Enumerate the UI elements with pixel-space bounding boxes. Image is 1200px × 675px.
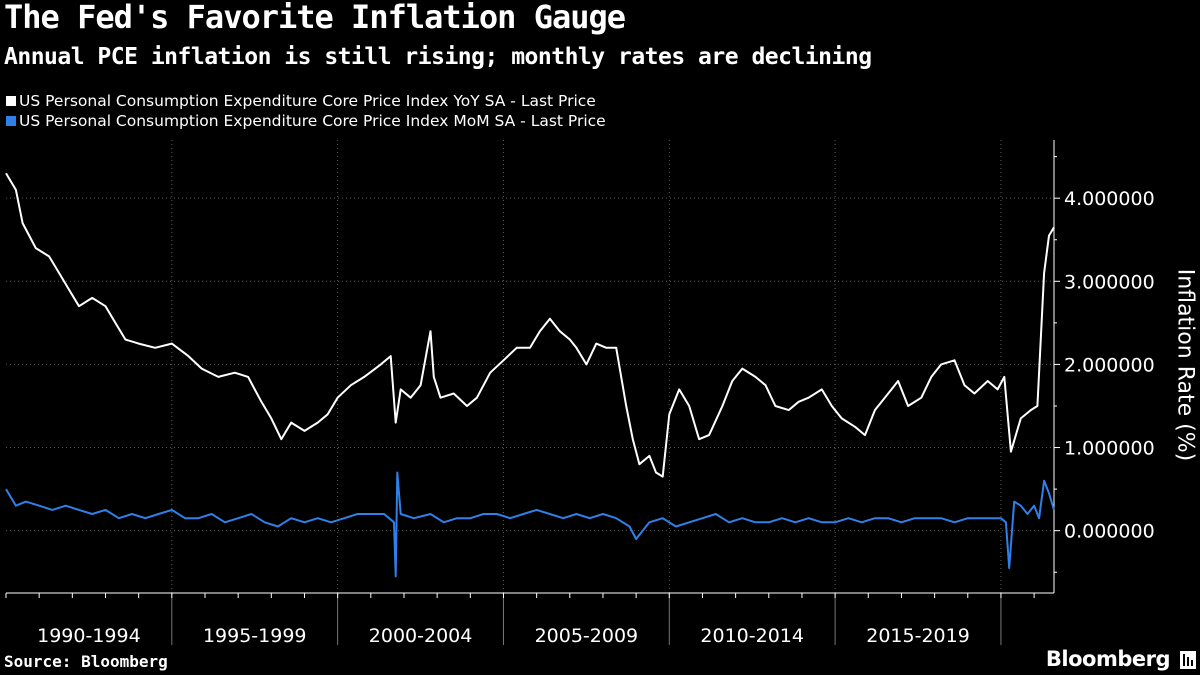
series-line-mom bbox=[5, 471, 1055, 578]
x-tick-label: 2000-2004 bbox=[369, 625, 473, 647]
bloomberg-icon bbox=[1180, 651, 1196, 669]
legend-swatch-mom bbox=[6, 116, 16, 126]
x-tick-label: 1990-1994 bbox=[37, 625, 141, 647]
y-tick-label: 3.000000 bbox=[1064, 271, 1155, 293]
legend-swatch-yoy bbox=[6, 96, 16, 106]
x-tick-label: 2010-2014 bbox=[700, 625, 804, 647]
x-tick-label: 1995-1999 bbox=[203, 625, 307, 647]
y-tick-label: 0.000000 bbox=[1064, 521, 1155, 543]
source-note: Source: Bloomberg bbox=[4, 652, 168, 671]
chart-subtitle: Annual PCE inflation is still rising; mo… bbox=[4, 44, 872, 70]
y-tick-label: 1.000000 bbox=[1064, 438, 1155, 460]
legend-label-yoy: US Personal Consumption Expenditure Core… bbox=[19, 92, 596, 110]
y-axis-label: Inflation Rate (%) bbox=[1172, 268, 1198, 462]
chart-legend: US Personal Consumption Expenditure Core… bbox=[6, 91, 606, 131]
legend-label-mom: US Personal Consumption Expenditure Core… bbox=[19, 112, 606, 130]
legend-item-mom: US Personal Consumption Expenditure Core… bbox=[6, 111, 606, 131]
chart-title: The Fed's Favorite Inflation Gauge bbox=[4, 0, 626, 36]
legend-item-yoy: US Personal Consumption Expenditure Core… bbox=[6, 91, 606, 111]
y-tick-label: 2.000000 bbox=[1064, 354, 1155, 376]
x-tick-label: 2015-2019 bbox=[866, 625, 970, 647]
y-tick-label: 4.000000 bbox=[1064, 188, 1155, 210]
bloomberg-logo: Bloomberg bbox=[1045, 647, 1171, 671]
series-line-yoy bbox=[5, 172, 1055, 478]
x-tick-label: 2005-2009 bbox=[535, 625, 639, 647]
